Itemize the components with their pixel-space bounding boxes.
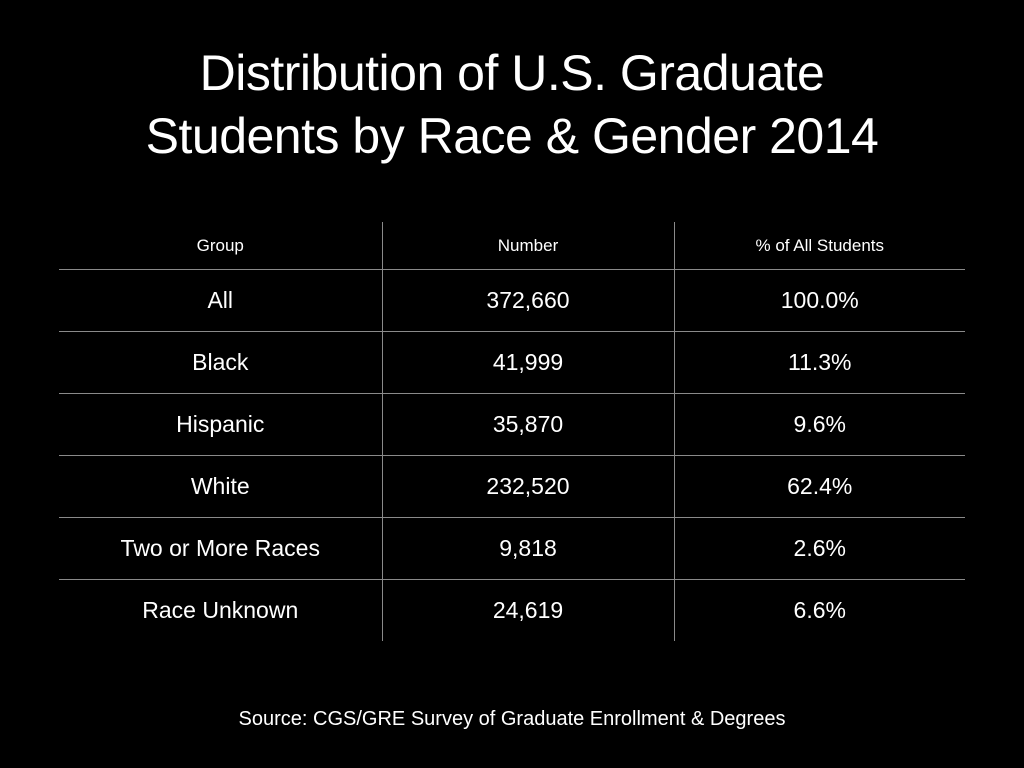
- cell-group: All: [59, 269, 382, 332]
- cell-percent: 6.6%: [673, 579, 965, 641]
- table-row: Race Unknown 24,619 6.6%: [59, 579, 965, 641]
- table-row: All 372,660 100.0%: [59, 269, 965, 332]
- cell-percent: 11.3%: [673, 331, 965, 394]
- cell-number: 372,660: [381, 269, 674, 332]
- slide-title-line-2: Students by Race & Gender 2014: [145, 108, 879, 164]
- table-row: Hispanic 35,870 9.6%: [59, 393, 965, 456]
- cell-group: Race Unknown: [59, 579, 382, 641]
- cell-group: Hispanic: [59, 393, 382, 456]
- cell-group: Black: [59, 331, 382, 394]
- cell-group: Two or More Races: [59, 517, 382, 580]
- cell-number: 41,999: [381, 331, 674, 394]
- column-header-number: Number: [381, 222, 674, 270]
- table-row: Two or More Races 9,818 2.6%: [59, 517, 965, 580]
- column-header-group: Group: [59, 222, 382, 270]
- cell-percent: 100.0%: [673, 269, 965, 332]
- cell-percent: 62.4%: [673, 455, 965, 518]
- column-header-percent: % of All Students: [673, 222, 965, 270]
- cell-number: 35,870: [381, 393, 674, 456]
- distribution-table: Group Number % of All Students All 372,6…: [59, 222, 965, 641]
- data-table-container: Group Number % of All Students All 372,6…: [59, 222, 965, 641]
- cell-number: 9,818: [381, 517, 674, 580]
- cell-percent: 2.6%: [673, 517, 965, 580]
- source-note: Source: CGS/GRE Survey of Graduate Enrol…: [238, 708, 786, 730]
- table-header-row: Group Number % of All Students: [59, 222, 965, 270]
- slide-title-line-1: Distribution of U.S. Graduate: [199, 45, 825, 101]
- cell-number: 24,619: [381, 579, 674, 641]
- slide-title: Distribution of U.S. Graduate Students b…: [0, 42, 1024, 168]
- table-row: White 232,520 62.4%: [59, 455, 965, 518]
- cell-percent: 9.6%: [673, 393, 965, 456]
- cell-number: 232,520: [381, 455, 674, 518]
- table-row: Black 41,999 11.3%: [59, 331, 965, 394]
- cell-group: White: [59, 455, 382, 518]
